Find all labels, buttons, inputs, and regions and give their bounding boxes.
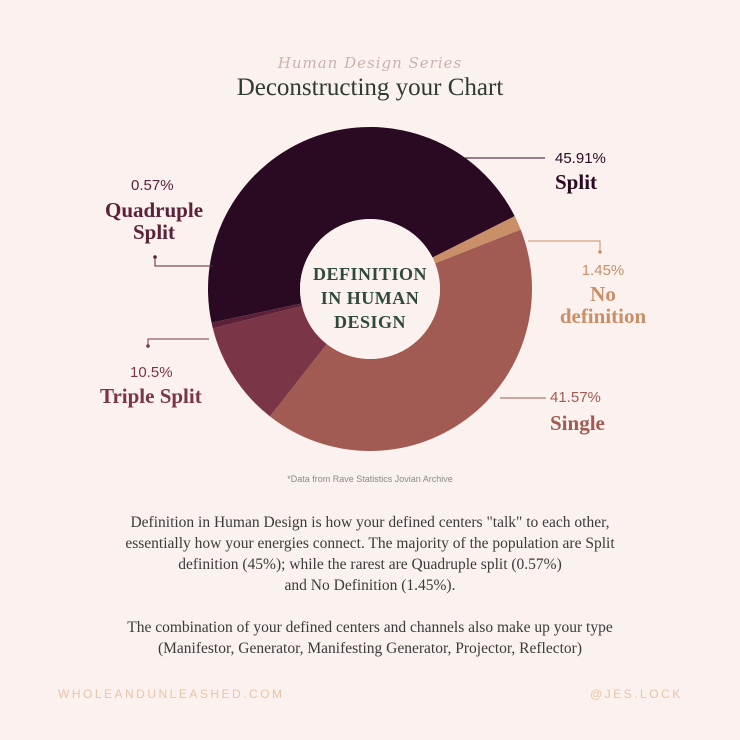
para2-line-2: (Manifestor, Generator, Manifesting Gene… (157, 640, 583, 657)
leader-quadruple (154, 257, 213, 267)
label-nodef-name-2: definition (559, 304, 647, 328)
slice-no-definition (432, 216, 521, 264)
label-split-name: Split (555, 170, 598, 194)
series-subtitle: Human Design Series (277, 54, 463, 72)
data-source-note: *Data from Rave Statistics Jovian Archiv… (287, 474, 453, 484)
leader-lines (146, 157, 602, 399)
slice-quadruple-split (211, 303, 303, 329)
center-line-2: IN HUMAN (320, 288, 420, 308)
label-nodef-name-1: No (590, 282, 616, 306)
leader-nodef (528, 240, 601, 252)
para1-line-1: Definition in Human Design is how your d… (130, 514, 610, 531)
footer-handle[interactable]: @JES.LOCK (590, 687, 683, 701)
slice-triple-split (212, 305, 327, 417)
label-single: 41.57% Single (550, 389, 605, 434)
description-paragraph-2: The combination of your defined centers … (70, 617, 670, 659)
label-nodef-pct: 1.45% (581, 262, 625, 279)
description-paragraph-1: Definition in Human Design is how your d… (70, 512, 670, 596)
para1-line-4: and No Definition (1.45%). (284, 577, 456, 594)
label-quadruple-pct: 0.57% (131, 177, 174, 194)
footer-website[interactable]: WHOLEANDUNLEASHED.COM (58, 687, 285, 701)
label-quadruple-name-2: Split (132, 220, 176, 244)
label-quadruple: 0.57% Quadruple Split (95, 177, 213, 243)
donut-hole (300, 219, 440, 359)
para1-line-2: essentially how your energies connect. T… (125, 535, 615, 552)
leader-dot-quadruple (153, 255, 157, 259)
donut-center-label: DEFINITION IN HUMAN DESIGN (290, 262, 450, 334)
page-title: Deconstructing your Chart (236, 74, 504, 101)
label-single-pct: 41.57% (550, 389, 601, 406)
leader-dot-nodef (598, 250, 602, 254)
slice-split (207, 126, 515, 323)
para1-line-3: definition (45%); while the rarest are Q… (178, 556, 562, 573)
leader-triple (147, 338, 209, 346)
label-split-pct: 45.91% (555, 150, 606, 167)
label-triple-name: Triple Split (100, 384, 202, 408)
para2-line-1: The combination of your defined centers … (127, 619, 613, 636)
label-split: 45.91% Split (555, 150, 606, 193)
label-single-name: Single (550, 411, 605, 435)
label-triple-pct: 10.5% (130, 364, 173, 381)
center-line-3: DESIGN (333, 312, 407, 332)
slice-single (269, 229, 532, 451)
center-line-1: DEFINITION (312, 264, 428, 284)
label-quadruple-name-1: Quadruple (104, 198, 204, 222)
label-triple: 10.5% Triple Split (100, 364, 202, 407)
label-nodef: 1.45% No definition (548, 262, 658, 327)
leader-dot-triple (146, 344, 150, 348)
